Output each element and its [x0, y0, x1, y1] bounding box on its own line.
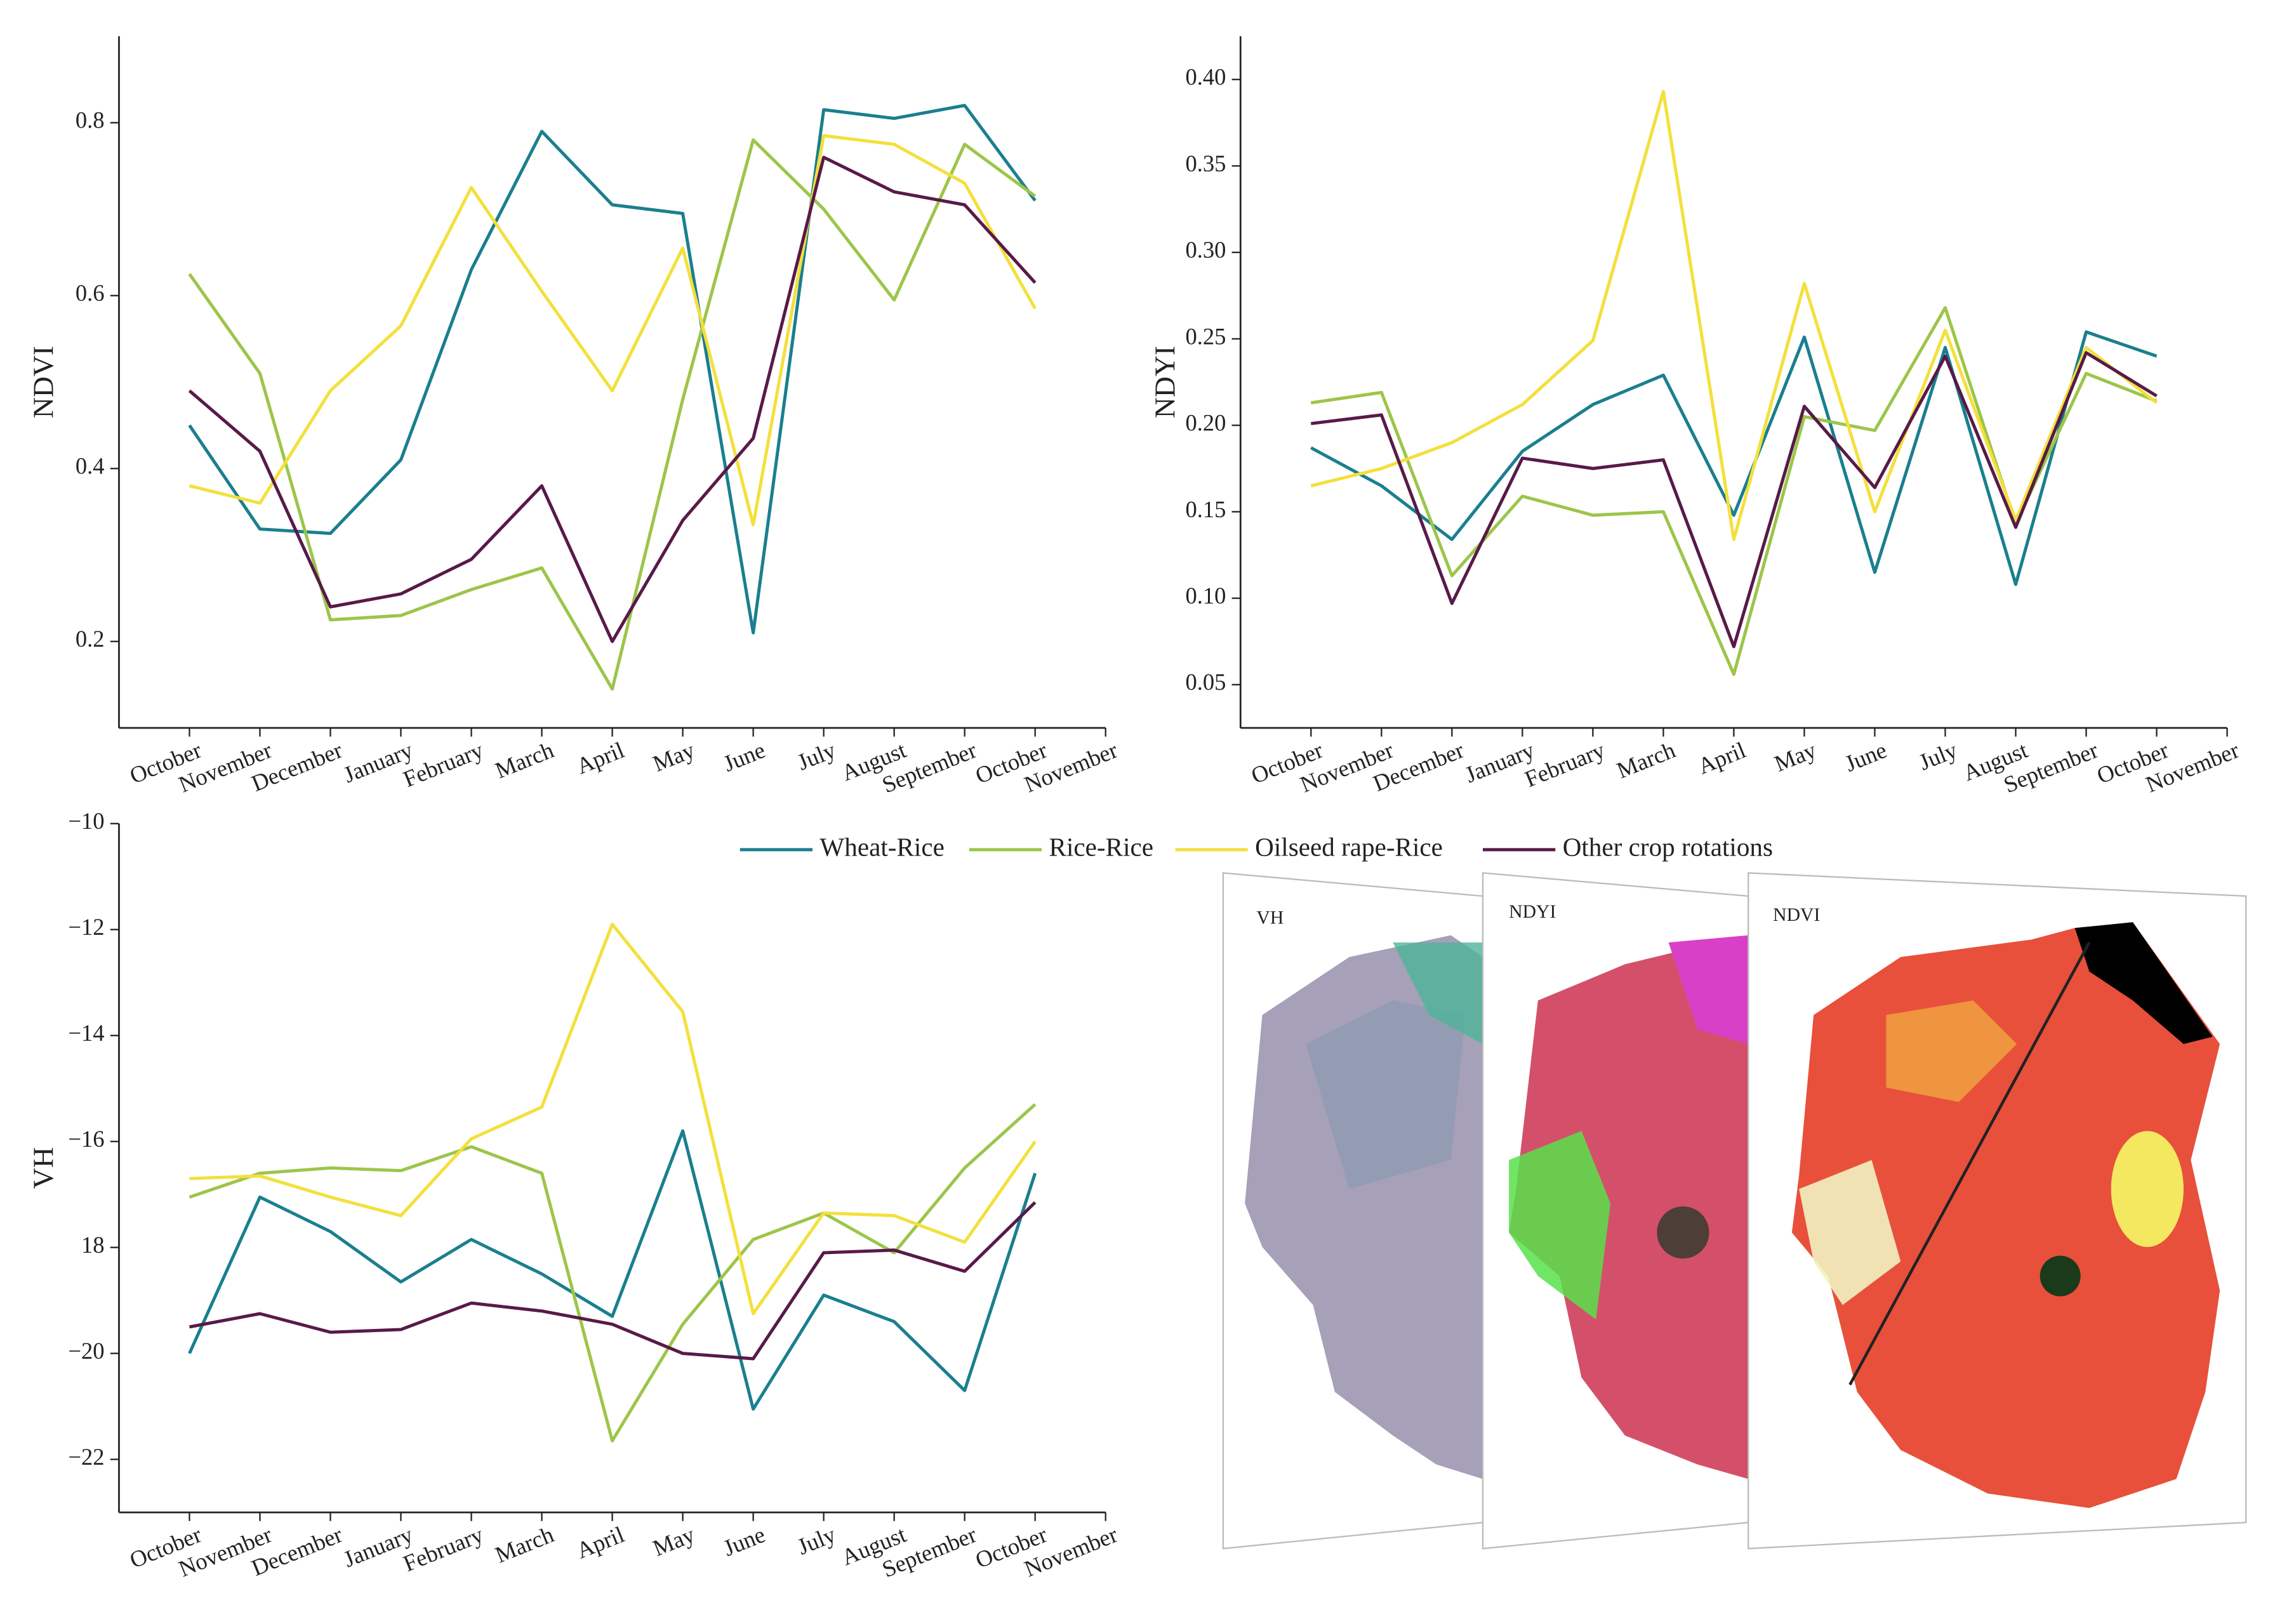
- y-tick-label: −16: [68, 1126, 104, 1152]
- x-tick-label: February: [1521, 736, 1608, 792]
- y-tick-label: 0.2: [76, 626, 105, 652]
- y-axis-label: VH: [27, 1147, 60, 1189]
- y-axis-label: NDYI: [1148, 346, 1181, 418]
- series-line: [188, 155, 1037, 644]
- y-tick-label: 0.40: [1185, 64, 1226, 90]
- y-tick-label: 0.15: [1185, 496, 1226, 522]
- x-tick-label: June: [1841, 737, 1890, 777]
- x-tick-label: February: [399, 1521, 487, 1577]
- y-tick-label: 0.25: [1185, 323, 1226, 349]
- y-tick-label: 0.10: [1185, 583, 1226, 609]
- x-tick-label: March: [1613, 737, 1679, 784]
- y-tick-label: −14: [68, 1020, 104, 1046]
- x-tick-label: May: [1770, 736, 1820, 776]
- series-line: [189, 1201, 1037, 1361]
- panel-label: NDYI: [1509, 902, 1556, 922]
- map-ndvi-detail: [2111, 1131, 2184, 1247]
- y-tick-label: 0.6: [76, 280, 105, 306]
- y-tick-label: 0.05: [1185, 669, 1226, 695]
- x-tick-label: June: [720, 1521, 769, 1561]
- legend-label: Rice-Rice: [1049, 832, 1153, 861]
- series-line: [189, 134, 1037, 527]
- y-tick-label: −10: [68, 808, 104, 834]
- series-line: [189, 1103, 1037, 1442]
- x-tick-label: July: [1915, 736, 1961, 775]
- legend-label: Other crop rotations: [1563, 832, 1773, 861]
- series-line: [188, 138, 1037, 691]
- legend-label: Wheat-Rice: [819, 832, 944, 861]
- x-tick-label: July: [793, 1521, 840, 1560]
- y-axis-label: NDVI: [27, 346, 60, 418]
- y-tick-label: 0.4: [76, 453, 105, 479]
- y-tick-label: −22: [68, 1444, 104, 1470]
- panel-label: NDVI: [1773, 905, 1820, 925]
- y-tick-label: −20: [68, 1338, 104, 1364]
- x-tick-label: March: [491, 737, 557, 784]
- y-tick-label: −12: [68, 914, 104, 940]
- y-tick-label: 0.20: [1185, 410, 1226, 436]
- series-line: [188, 103, 1037, 635]
- series-line: [188, 1129, 1037, 1411]
- map-ndyi-detail: [1668, 935, 1749, 1045]
- map-ndyi-detail: [1657, 1206, 1709, 1259]
- x-tick-label: May: [649, 1521, 699, 1561]
- y-tick-label: 18: [81, 1232, 105, 1258]
- map-ndvi-detail: [1886, 1000, 2017, 1102]
- x-tick-label: July: [793, 736, 840, 775]
- panel-label: VH: [1256, 908, 1283, 928]
- map-ndvi-water: [2074, 922, 2213, 1045]
- x-tick-label: June: [720, 737, 769, 777]
- map-vh-detail: [1393, 942, 1483, 1045]
- y-tick-label: 0.8: [76, 107, 105, 133]
- y-tick-label: 0.30: [1185, 237, 1226, 263]
- x-tick-label: April: [1694, 737, 1749, 779]
- map-vh-detail: [1306, 1000, 1466, 1189]
- map-ndyi-detail: [1509, 1131, 1611, 1320]
- series-line: [1310, 351, 2158, 649]
- map-ndvi-detail: [1799, 1159, 1901, 1305]
- x-tick-label: February: [399, 736, 487, 792]
- series-line: [1310, 330, 2158, 586]
- map-ndyi: [1509, 939, 1749, 1479]
- x-tick-label: May: [649, 736, 699, 776]
- series-line: [1310, 89, 2158, 541]
- map-ndvi-detail: [2040, 1255, 2081, 1297]
- map-panels: VH NDYI NDVI: [1222, 872, 2247, 1550]
- map-ndvi-river: [1848, 942, 2091, 1386]
- series-line: [189, 922, 1037, 1316]
- x-tick-label: March: [491, 1521, 557, 1568]
- x-tick-label: April: [573, 737, 628, 779]
- legend-label: Oilseed rape-Rice: [1255, 832, 1443, 861]
- x-tick-label: April: [573, 1521, 628, 1564]
- y-tick-label: 0.35: [1185, 150, 1226, 176]
